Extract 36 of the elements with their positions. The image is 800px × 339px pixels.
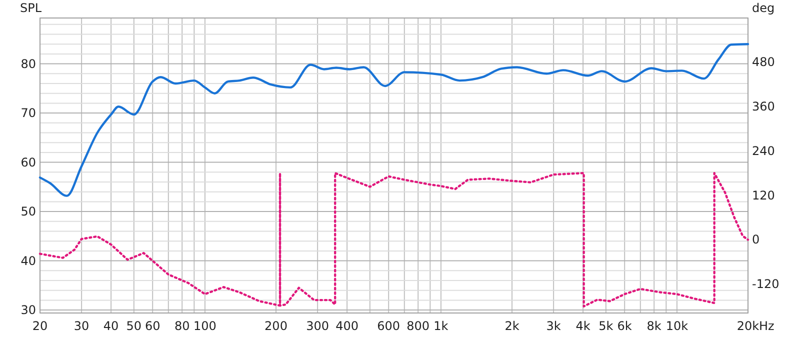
x-tick-label: 800: [406, 319, 430, 333]
y2-tick-label: 360: [752, 99, 775, 114]
x-tick-label: 400: [336, 319, 358, 333]
x-tick-label: 20k: [736, 319, 760, 333]
x-axis-title: Hz: [759, 319, 774, 333]
x-tick-label: 60: [144, 319, 160, 333]
x-tick-label: 300: [306, 319, 330, 333]
x-tick-label: 200: [264, 319, 288, 333]
x-tick-label: 20: [32, 319, 48, 333]
x-tick-label: 6k: [617, 319, 632, 333]
x-tick-label: 10k: [666, 319, 688, 333]
x-tick-label: 5k: [598, 319, 614, 333]
y2-tick-label: 240: [752, 144, 775, 158]
x-tick-label: 30: [74, 319, 90, 333]
x-tick-label: 2k: [504, 319, 520, 333]
x-tick-label: 4k: [576, 319, 590, 333]
x-tick-label: 80: [174, 319, 190, 333]
y-tick-label: 30: [20, 303, 36, 318]
y2-tick-label: 0: [752, 232, 760, 247]
x-tick-label: 100: [194, 319, 216, 333]
y-tick-label: 80: [20, 56, 36, 71]
x-tick-label: 8k: [646, 319, 662, 333]
x-tick-label: 50: [126, 319, 142, 333]
y-tick-label: 40: [20, 254, 36, 268]
y2-tick-label: 480: [752, 55, 775, 70]
y2-axis-title: deg: [752, 1, 775, 15]
y-axis-title: SPL: [20, 1, 42, 15]
y-tick-label: 50: [20, 204, 36, 219]
x-tick-label: 40: [103, 319, 119, 333]
x-tick-label: 600: [377, 319, 400, 333]
y2-tick-label: 120: [752, 188, 775, 202]
y-tick-label: 60: [20, 155, 36, 170]
x-tick-label: 3k: [546, 319, 561, 333]
x-tick-label: 1k: [434, 319, 448, 333]
y-tick-label: 70: [20, 106, 36, 120]
y2-tick-label: -120: [752, 277, 780, 292]
